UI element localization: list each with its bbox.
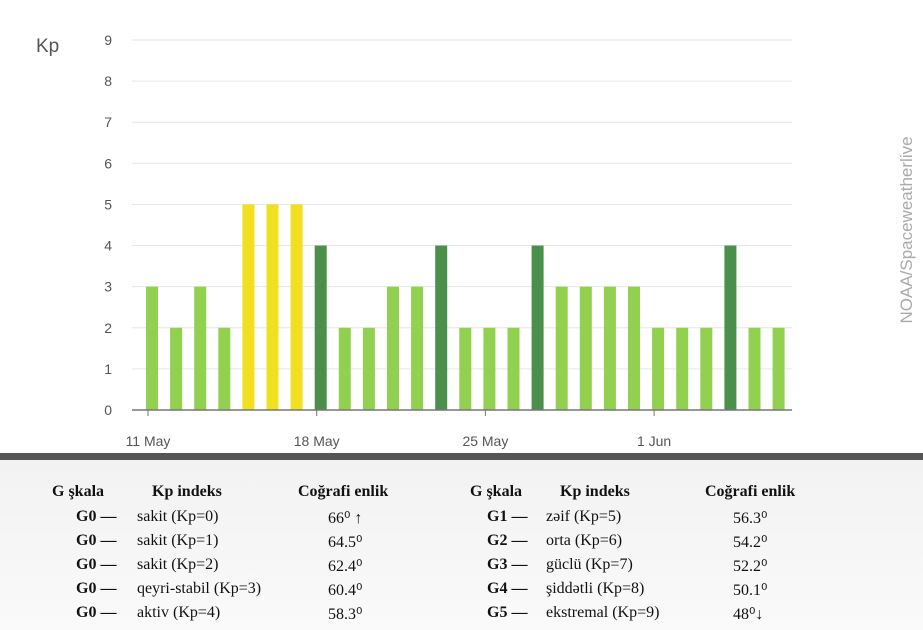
kp-bar [338,327,351,410]
right-row-lat: 52.2⁰ [733,558,768,575]
left-row-lat: 60.4⁰ [328,582,363,599]
kp-bar [411,286,424,410]
right-row-kp: güclü (Kp=7) [546,556,633,573]
kp-bar [459,327,472,410]
kp-bar [676,327,689,410]
kp-bar [748,327,761,410]
y-tick-label: 1 [104,361,112,377]
left-row-g: G0 — [76,532,117,549]
y-tick-label: 3 [104,279,112,295]
y-tick-label: 2 [104,320,112,336]
kp-bar [628,286,640,410]
kp-bar [483,327,496,410]
left-row-lat: 66⁰ ↑ [328,510,363,527]
left-header-latitude: Coğrafi enlik [298,483,389,500]
x-tick-labels: 11 May 18 May 25 May 1 Jun [126,433,672,449]
right-row-kp: ekstremal (Kp=9) [546,604,660,621]
grid-lines [132,39,792,370]
right-row-kp: orta (Kp=6) [546,532,623,549]
left-row-kp: sakit (Kp=2) [137,556,219,573]
y-tick-labels: 0 1 2 3 4 5 6 7 8 9 [104,32,112,418]
right-header-g-scale: G şkala [470,483,523,500]
right-row-lat: 50.1⁰ [733,582,768,599]
kp-bar [555,286,568,410]
kp-bar [507,327,520,410]
kp-chart: 0 1 2 3 4 5 6 7 8 9 11 May 18 May 25 May 1 Jun Kp NO… [36,32,916,449]
kp-bar [242,204,255,410]
kp-bar [772,327,785,410]
left-row-kp: sakit (Kp=1) [137,532,219,549]
left-row-g: G0 — [76,604,117,621]
left-header-g-scale: G şkala [52,483,105,500]
right-row-g: G2 — [487,532,528,549]
x-tick-label: 11 May [126,433,171,449]
right-header-kp-index: Kp indeks [560,483,630,500]
y-tick-label: 0 [104,402,112,418]
kp-bar [531,245,544,410]
left-row-lat: 58.3⁰ [328,606,363,623]
section-divider [0,453,923,460]
g-scale-legend: G şkala Kp indeks Coğrafi enlik G şkala … [0,460,923,630]
left-row-kp: sakit (Kp=0) [137,508,219,525]
kp-bar [700,327,713,410]
bars [146,204,785,410]
right-row-g: G1 — [487,508,528,525]
kp-bar [290,204,303,410]
kp-bar [435,245,448,410]
kp-bar [170,327,183,410]
left-row-g: G0 — [76,556,117,573]
left-row-g: G0 — [76,508,117,525]
y-tick-label: 7 [104,114,112,130]
y-axis-label: Kp [36,36,59,57]
kp-bar [314,245,327,410]
right-row-g: G3 — [487,556,528,573]
x-tick-label: 1 Jun [637,433,671,449]
right-row-kp: şiddətli (Kp=8) [546,580,645,597]
right-row-lat: 56.3⁰ [733,510,768,527]
source-credit: NOAA/Spaceweatherlive [897,136,916,323]
left-row-lat: 62.4⁰ [328,558,363,575]
kp-bar [362,327,375,410]
kp-bar-chart: 0 1 2 3 4 5 6 7 8 9 11 May 18 May 25 May 1 Jun Kp NO… [36,32,916,449]
kp-bar [146,286,158,410]
y-tick-label: 8 [104,73,112,89]
left-row-kp: aktiv (Kp=4) [137,604,221,621]
y-tick-label: 4 [104,238,112,254]
right-row-g: G4 — [487,580,528,597]
right-row-lat: 48⁰↓ [733,606,764,623]
kp-bar [579,286,592,410]
left-row-g: G0 — [76,580,117,597]
kp-bar [603,286,616,410]
right-row-g: G5 — [487,604,528,621]
y-tick-label: 6 [104,155,112,171]
right-row-lat: 54.2⁰ [733,534,768,551]
left-row-kp: qeyri-stabil (Kp=3) [137,580,262,597]
right-row-kp: zəif (Kp=5) [546,508,622,525]
x-tick-label: 18 May [294,433,340,449]
kp-bar [652,327,665,410]
right-header-latitude: Coğrafi enlik [705,483,796,500]
y-tick-label: 5 [104,196,112,212]
left-header-kp-index: Kp indeks [152,483,222,500]
kp-bar [387,286,399,410]
kp-bar [194,286,207,410]
x-tick-label: 25 May [462,433,508,449]
y-tick-label: 9 [104,32,112,48]
x-axis [132,409,792,416]
kp-bar [724,245,737,410]
left-row-lat: 64.5⁰ [328,534,363,551]
kp-bar [266,204,279,410]
kp-bar [218,327,231,410]
